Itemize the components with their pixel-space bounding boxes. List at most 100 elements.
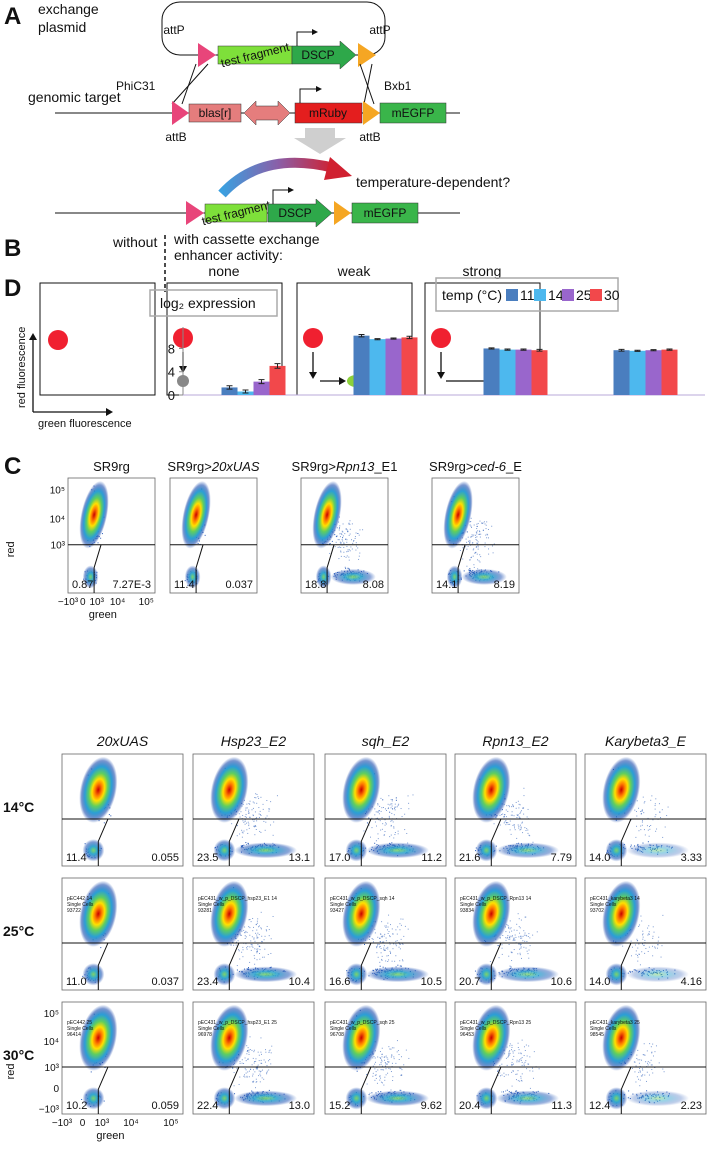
bar	[353, 335, 370, 395]
event-dot	[630, 844, 632, 846]
event-dot	[252, 814, 254, 816]
event-dot	[514, 827, 516, 829]
event-dot	[343, 555, 345, 557]
plot-frame	[454, 753, 577, 867]
event-dot	[371, 937, 373, 939]
bar	[629, 350, 646, 395]
event-dot	[336, 527, 338, 529]
event-dot	[511, 806, 513, 808]
event-dot	[519, 817, 521, 819]
row-label: 25°C	[3, 923, 34, 939]
event-dot	[390, 952, 392, 954]
event-dot	[528, 834, 530, 836]
event-dot	[388, 931, 390, 933]
column-header: 20xUAS	[96, 733, 149, 749]
event-dot	[384, 808, 386, 810]
event-dot	[257, 932, 259, 934]
event-dot	[524, 827, 526, 829]
event-dot	[648, 933, 650, 935]
flow-density	[602, 880, 690, 986]
event-dot	[634, 944, 636, 946]
event-dot	[377, 945, 379, 947]
blas-gene	[188, 103, 242, 123]
event-dot	[380, 936, 382, 938]
event-dot	[255, 932, 257, 934]
event-dot	[390, 825, 392, 827]
event-dot	[648, 835, 650, 837]
event-dot	[459, 550, 461, 552]
event-dot	[378, 810, 380, 812]
event-dot	[245, 809, 247, 811]
event-dot	[513, 938, 515, 940]
event-dot	[385, 823, 387, 825]
event-dot	[526, 950, 528, 952]
event-dot	[471, 556, 473, 558]
event-dot	[516, 817, 518, 819]
event-dot	[484, 546, 486, 548]
event-dot	[254, 797, 256, 799]
event-dot	[400, 918, 402, 920]
event-dot	[471, 536, 473, 538]
event-dot	[338, 529, 340, 531]
column-header: Hsp23_E2	[221, 733, 287, 749]
event-dot	[241, 951, 243, 953]
negative-population	[475, 963, 498, 986]
event-dot	[642, 934, 644, 936]
event-dot	[639, 924, 641, 926]
event-dot	[404, 813, 406, 815]
event-dot	[499, 814, 501, 816]
event-dot	[470, 569, 472, 571]
event-dot	[469, 521, 471, 523]
event-dot	[263, 820, 265, 822]
event-dot	[259, 810, 261, 812]
event-dot	[355, 542, 357, 544]
event-dot	[383, 949, 385, 951]
event-dot	[393, 814, 395, 816]
event-dot	[345, 556, 347, 558]
event-dot	[510, 966, 512, 968]
panel-label: A	[4, 3, 21, 30]
event-dot	[259, 953, 261, 955]
event-dot	[388, 817, 390, 819]
event-dot	[374, 842, 376, 844]
event-dot	[654, 816, 656, 818]
event-dot	[256, 817, 258, 819]
event-dot	[523, 787, 525, 789]
flow-y-tick: 10⁴	[50, 514, 65, 525]
event-dot	[488, 537, 490, 539]
gate-percent: 23.4	[197, 976, 218, 988]
event-dot	[240, 811, 242, 813]
event-dot	[247, 821, 249, 823]
event-dot	[381, 921, 383, 923]
event-dot	[245, 816, 247, 818]
event-dot	[473, 534, 475, 536]
event-dot	[100, 537, 102, 539]
event-dot	[254, 826, 256, 828]
event-dot	[475, 546, 477, 548]
event-dot	[383, 945, 385, 947]
row-label: 30°C	[3, 1047, 34, 1063]
event-dot	[509, 920, 511, 922]
event-dot	[387, 933, 389, 935]
positive-population	[626, 966, 690, 983]
event-dot	[470, 557, 472, 559]
attb-label: attB	[165, 130, 186, 144]
event-dot	[110, 815, 112, 817]
event-dot	[268, 929, 270, 931]
event-dot	[404, 925, 406, 927]
event-dot	[230, 944, 232, 946]
event-dot	[236, 969, 238, 971]
event-dot	[519, 829, 521, 831]
event-dot	[520, 811, 522, 813]
event-dot	[401, 816, 403, 818]
event-dot	[254, 811, 256, 813]
event-dot	[520, 826, 522, 828]
event-dot	[506, 805, 508, 807]
event-dot	[399, 948, 401, 950]
event-dot	[343, 542, 345, 544]
promoter-head	[312, 29, 318, 35]
event-dot	[473, 548, 475, 550]
event-dot	[255, 793, 257, 795]
event-dot	[399, 960, 401, 962]
event-dot	[641, 810, 643, 812]
